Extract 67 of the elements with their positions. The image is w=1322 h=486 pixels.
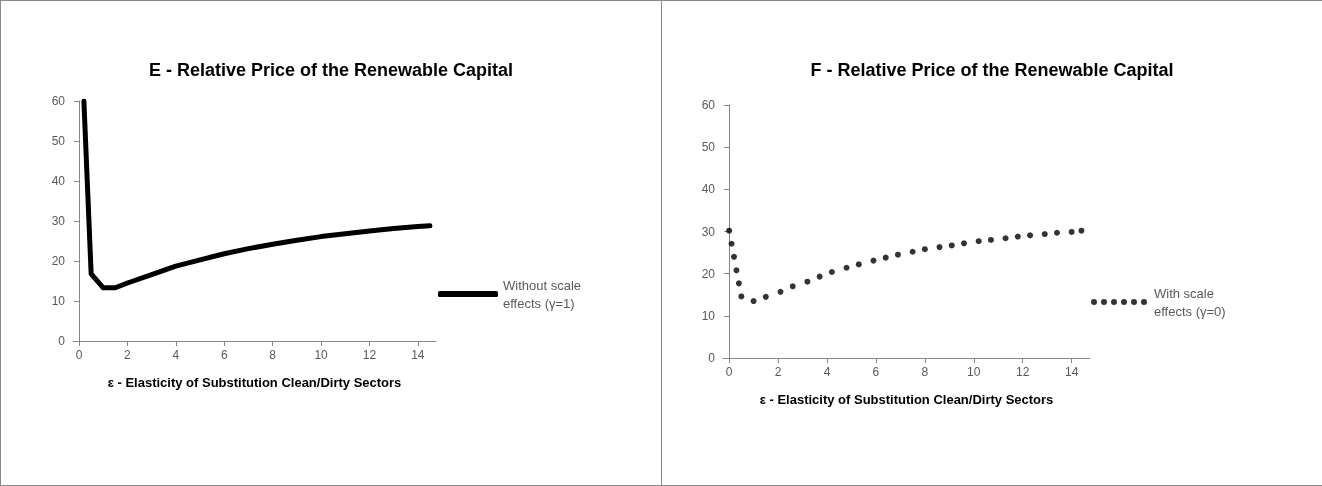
chart-title: E - Relative Price of the Renewable Capital bbox=[148, 60, 514, 80]
point bbox=[843, 264, 850, 271]
y-tick-label: 20 bbox=[701, 266, 716, 281]
x-tick-label: 14 bbox=[1064, 365, 1079, 379]
y-tick-label: 10 bbox=[51, 294, 66, 308]
y-tick-label: 60 bbox=[51, 94, 66, 108]
point bbox=[1002, 235, 1009, 242]
x-tick-label: 10 bbox=[314, 348, 329, 362]
point bbox=[777, 288, 784, 295]
x-tick-label: 10 bbox=[967, 365, 981, 379]
point bbox=[909, 248, 916, 255]
point bbox=[804, 278, 811, 285]
y-tick-label: 20 bbox=[51, 254, 66, 268]
point bbox=[855, 261, 862, 268]
point bbox=[1014, 233, 1021, 240]
legend-label: Without scale effects (γ=1) bbox=[503, 277, 585, 311]
point bbox=[870, 257, 877, 264]
y-tick-label: 0 bbox=[58, 334, 66, 348]
x-tick-label: 12 bbox=[1016, 365, 1030, 379]
x-axis-title: ε - Elasticity of Substitution Clean/Dirty Sectors bbox=[107, 375, 402, 390]
point bbox=[735, 280, 742, 287]
point bbox=[1078, 227, 1085, 234]
x-tick-label: 4 bbox=[172, 348, 180, 362]
point bbox=[733, 267, 740, 274]
y-tick-label: 30 bbox=[701, 224, 716, 239]
point bbox=[828, 268, 835, 275]
point bbox=[1027, 232, 1034, 239]
x-tick-label: 0 bbox=[725, 365, 733, 379]
point bbox=[1068, 228, 1075, 235]
point bbox=[731, 253, 738, 260]
x-tick-label: 12 bbox=[362, 348, 377, 362]
x-axis-title: ε - Elasticity of Substitution Clean/Dirty Sectors bbox=[759, 392, 1054, 407]
point bbox=[882, 254, 889, 261]
point bbox=[948, 242, 955, 249]
point bbox=[894, 251, 901, 258]
y-tick-label: 10 bbox=[701, 308, 716, 323]
x-tick-label: 8 bbox=[269, 348, 277, 362]
chart-title: F - Relative Price of the Renewable Capital bbox=[810, 60, 1174, 80]
point bbox=[816, 273, 823, 280]
point bbox=[762, 293, 769, 300]
point bbox=[1053, 229, 1060, 236]
point bbox=[936, 244, 943, 251]
y-tick-label: 40 bbox=[51, 174, 66, 188]
y-tick-label: 60 bbox=[701, 98, 716, 112]
point bbox=[975, 238, 982, 245]
point bbox=[987, 236, 994, 243]
point bbox=[961, 240, 967, 247]
x-tick-label: 2 bbox=[774, 365, 782, 379]
x-tick-label: 0 bbox=[75, 348, 83, 362]
y-tick-label: 30 bbox=[51, 214, 66, 228]
x-tick-label: 6 bbox=[220, 348, 228, 362]
point bbox=[728, 240, 735, 247]
y-tick-label: 40 bbox=[701, 182, 716, 197]
point bbox=[789, 283, 796, 290]
point bbox=[1041, 231, 1048, 238]
y-tick-label: 50 bbox=[51, 134, 66, 148]
x-tick-label: 6 bbox=[872, 365, 880, 379]
legend-label: With scale effects (γ=0) bbox=[1154, 285, 1226, 319]
x-tick-label: 8 bbox=[921, 365, 929, 379]
point bbox=[738, 293, 745, 300]
y-tick-label: 50 bbox=[701, 140, 716, 155]
x-tick-label: 4 bbox=[823, 365, 831, 379]
x-tick-label: 2 bbox=[124, 348, 132, 362]
point bbox=[921, 246, 928, 253]
point bbox=[726, 227, 733, 234]
point bbox=[750, 298, 757, 305]
x-tick-label: 14 bbox=[411, 348, 425, 362]
